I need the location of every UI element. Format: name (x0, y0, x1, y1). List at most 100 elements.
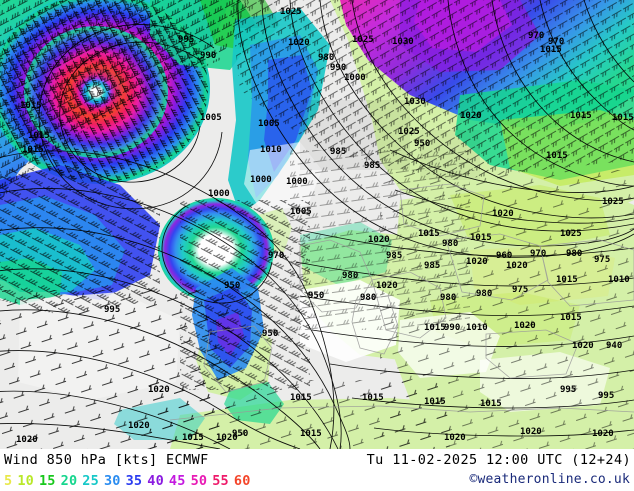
svg-text:1000: 1000 (286, 177, 308, 187)
svg-text:1015: 1015 (290, 393, 312, 403)
svg-text:995: 995 (178, 35, 194, 45)
svg-text:1005: 1005 (258, 119, 280, 129)
svg-text:1005: 1005 (290, 207, 312, 217)
scale-stop-30: 30 (103, 473, 121, 489)
svg-text:1020: 1020 (444, 433, 466, 443)
svg-text:985: 985 (424, 261, 440, 271)
svg-text:1020: 1020 (460, 111, 482, 121)
svg-text:1025: 1025 (602, 197, 624, 207)
svg-text:1025: 1025 (398, 127, 420, 137)
svg-text:1015: 1015 (560, 313, 582, 323)
svg-text:1020: 1020 (368, 235, 390, 245)
svg-text:1030: 1030 (404, 97, 426, 107)
svg-text:975: 975 (594, 255, 610, 265)
svg-text:970: 970 (530, 249, 546, 259)
svg-text:1020: 1020 (466, 257, 488, 267)
svg-text:985: 985 (386, 251, 402, 261)
svg-text:990: 990 (444, 323, 460, 333)
svg-text:1015: 1015 (362, 393, 384, 403)
svg-text:980: 980 (476, 289, 492, 299)
svg-text:970: 970 (268, 251, 284, 261)
scale-stop-40: 40 (147, 473, 164, 489)
svg-text:1015: 1015 (480, 399, 502, 409)
svg-text:1000: 1000 (344, 73, 366, 83)
svg-text:985: 985 (330, 147, 346, 157)
svg-text:1015: 1015 (540, 45, 562, 55)
scale-stop-50: 50 (190, 473, 208, 489)
svg-text:1010: 1010 (260, 145, 282, 155)
svg-text:980: 980 (440, 293, 456, 303)
svg-text:960: 960 (496, 251, 512, 261)
svg-text:1020: 1020 (16, 435, 38, 445)
footer-row-scale: 5 10 15 20 25 30 35 40 45 50 55 60 ©weatheronline.c… (0, 470, 634, 490)
scale-stop-55: 55 (212, 473, 229, 489)
svg-text:1015: 1015 (418, 229, 440, 239)
svg-text:980: 980 (318, 53, 334, 63)
svg-text:1020: 1020 (216, 433, 238, 443)
svg-text:995: 995 (598, 391, 614, 401)
valid-time-label: Tu 11-02-2025 12:00 UTC (12+24) (366, 452, 631, 468)
scale-stop-45: 45 (168, 473, 186, 489)
svg-text:1020: 1020 (506, 261, 528, 271)
svg-text:1015: 1015 (28, 131, 50, 141)
svg-text:1025: 1025 (560, 229, 582, 239)
scale-stop-35: 35 (125, 473, 143, 489)
svg-text:950: 950 (262, 329, 278, 339)
svg-text:990: 990 (330, 63, 346, 73)
chart-footer: Wind 850 hPa [kts] ECMWF Tu 11-02-2025 1… (0, 449, 634, 490)
scale-stop-5: 5 (4, 473, 13, 489)
svg-text:1030: 1030 (392, 37, 414, 47)
footer-row-title: Wind 850 hPa [kts] ECMWF Tu 11-02-2025 1… (0, 450, 634, 470)
svg-text:1015: 1015 (424, 323, 446, 333)
svg-text:940: 940 (606, 341, 622, 351)
svg-text:1015: 1015 (424, 397, 446, 407)
svg-text:950: 950 (232, 429, 248, 439)
svg-text:1015: 1015 (570, 111, 592, 121)
svg-text:980: 980 (342, 271, 358, 281)
svg-text:1025: 1025 (280, 7, 302, 17)
svg-text:1015: 1015 (182, 433, 204, 443)
map-canvas[interactable]: 1020 1020 1025 1020 1000 1005 1005 1010 … (0, 0, 634, 449)
svg-text:995: 995 (104, 305, 120, 315)
svg-text:975: 975 (512, 285, 528, 295)
chart-title: Wind 850 hPa [kts] ECMWF (4, 452, 209, 468)
svg-text:1020: 1020 (376, 281, 398, 291)
svg-text:1020: 1020 (148, 385, 170, 395)
svg-text:1020: 1020 (128, 421, 150, 431)
svg-text:980: 980 (442, 239, 458, 249)
border-layer (169, 183, 634, 421)
svg-text:1020: 1020 (520, 427, 542, 437)
svg-text:970: 970 (528, 31, 544, 41)
svg-text:1015: 1015 (556, 275, 578, 285)
svg-text:1000: 1000 (208, 189, 230, 199)
wind-barb-layer (0, 0, 634, 449)
svg-text:970: 970 (548, 37, 564, 47)
svg-text:1025: 1025 (352, 35, 374, 45)
svg-text:1015: 1015 (22, 145, 44, 155)
copyright-label: ©weatheronline.co.uk (469, 472, 630, 487)
svg-text:1005: 1005 (200, 113, 222, 123)
svg-text:980: 980 (360, 293, 376, 303)
svg-text:1020: 1020 (492, 209, 514, 219)
scale-stop-15: 15 (38, 473, 56, 489)
svg-text:995: 995 (560, 385, 576, 395)
svg-text:1015: 1015 (612, 113, 634, 123)
contour-label-layer: 1020 1020 1025 1020 1000 1005 1005 1010 … (16, 7, 634, 445)
svg-text:950: 950 (308, 291, 324, 301)
svg-text:990: 990 (200, 51, 216, 61)
scale-stop-25: 25 (82, 473, 99, 489)
svg-text:1000: 1000 (250, 175, 272, 185)
svg-text:985: 985 (364, 161, 380, 171)
raster-noise (236, 0, 410, 170)
svg-text:1015: 1015 (20, 101, 42, 111)
wind-speed-scale: 5 10 15 20 25 30 35 40 45 50 55 60 (4, 470, 256, 491)
svg-text:950: 950 (414, 139, 430, 149)
svg-text:1020: 1020 (572, 341, 594, 351)
scale-stop-60: 60 (233, 473, 251, 489)
svg-text:1020: 1020 (514, 321, 536, 331)
svg-text:1010: 1010 (466, 323, 488, 333)
weather-map[interactable]: 1020 1020 1025 1020 1000 1005 1005 1010 … (0, 0, 634, 449)
svg-text:980: 980 (566, 249, 582, 259)
svg-text:1015: 1015 (546, 151, 568, 161)
